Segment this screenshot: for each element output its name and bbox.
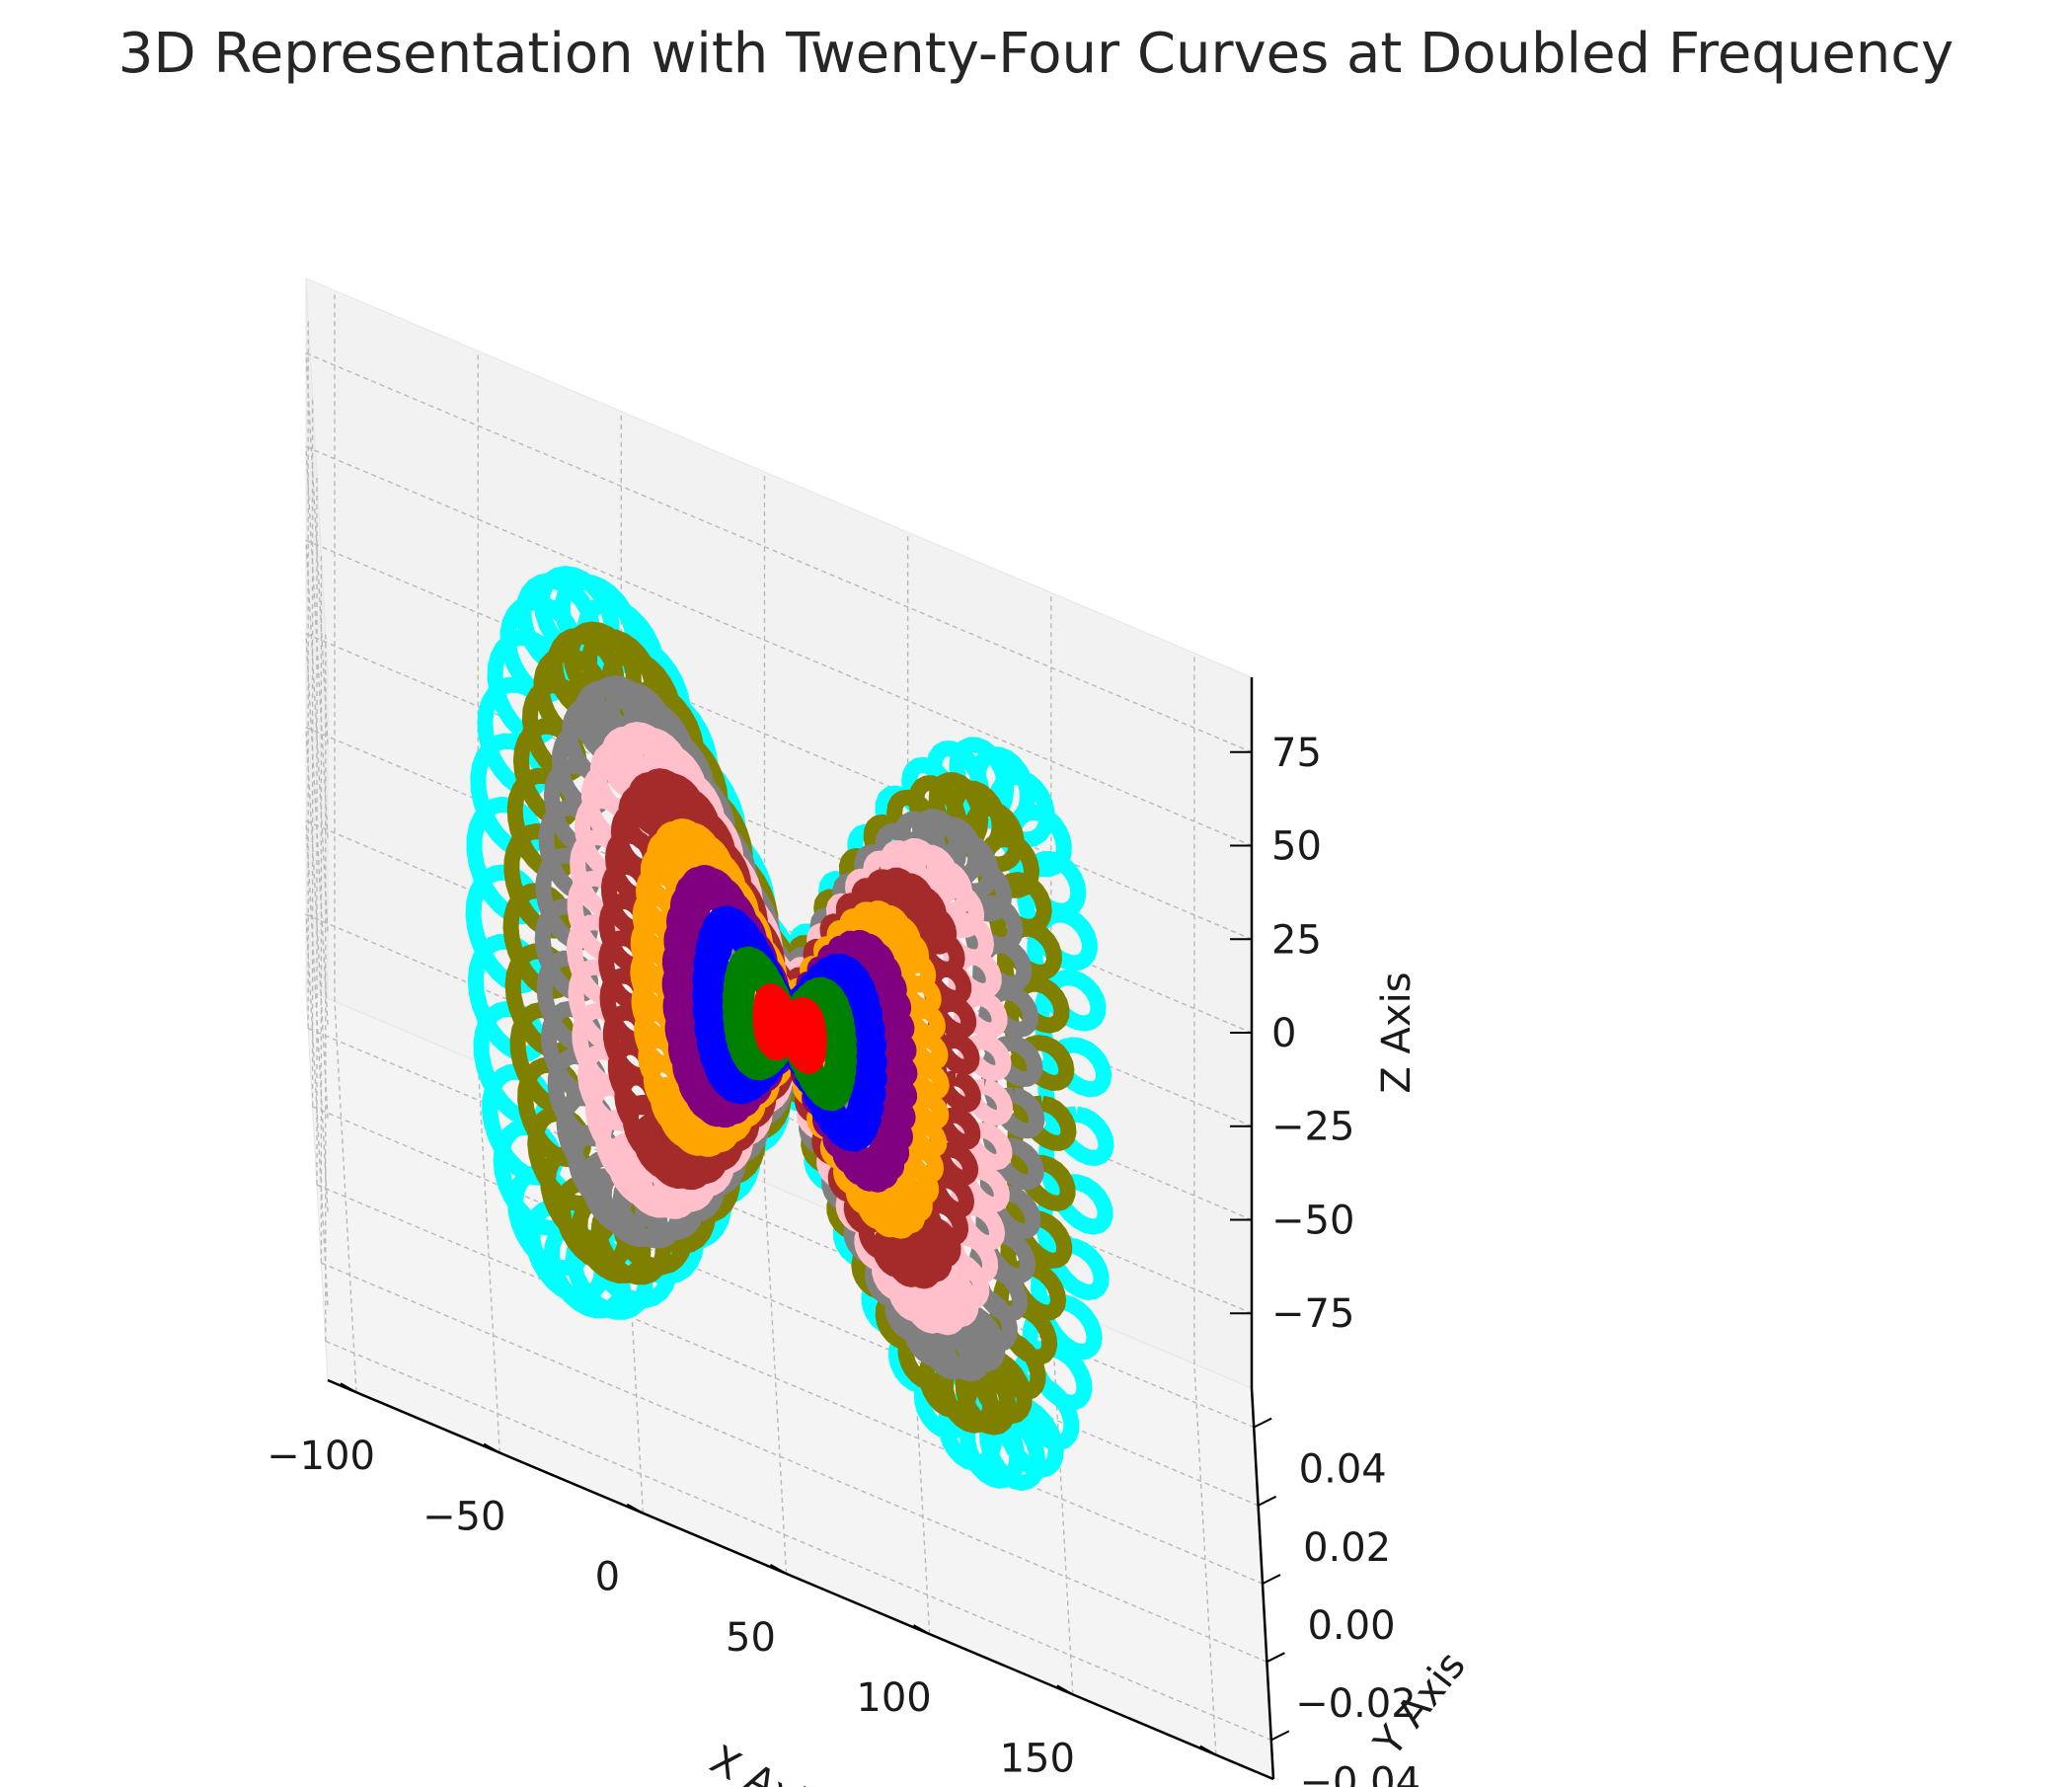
- z-gridline: [305, 352, 329, 744]
- x-tick-label: −100: [267, 1434, 375, 1479]
- z-gridline: [305, 446, 329, 838]
- z-gridline: [305, 913, 1253, 1314]
- z-gridline: [305, 633, 1253, 1034]
- x-tick: [1056, 1684, 1074, 1696]
- z-tick-label: 75: [1271, 731, 1322, 776]
- x-tick: [770, 1564, 787, 1575]
- x-tick-label: 50: [726, 1615, 776, 1661]
- series-curve-9: [752, 983, 827, 1074]
- x-axis-label: X Axis: [703, 1737, 831, 1787]
- y-gridline: [325, 1340, 1272, 1742]
- y-tick: [1258, 1495, 1277, 1507]
- y-tick: [1253, 1417, 1272, 1429]
- y-gridline: [307, 1027, 1255, 1429]
- y-tick-label: 0.04: [1299, 1447, 1387, 1493]
- z-gridline: [305, 445, 1253, 847]
- chart-title: 3D Representation with Twenty-Four Curve…: [117, 22, 1955, 86]
- z-tick-label: 25: [1271, 917, 1322, 963]
- z-tick-label: −50: [1271, 1199, 1354, 1244]
- y-tick: [1270, 1730, 1290, 1742]
- y-tick-label: 0.02: [1303, 1525, 1391, 1571]
- x-tick: [626, 1503, 644, 1515]
- x-tick-label: −50: [422, 1495, 505, 1540]
- z-gridline: [305, 633, 329, 1026]
- z-gridline: [305, 539, 1253, 940]
- y-gridline: [321, 1262, 1267, 1663]
- z-gridline: [305, 820, 329, 1212]
- y-gridline: [316, 1184, 1264, 1585]
- x-tick: [1199, 1745, 1217, 1756]
- z-tick-label: −25: [1271, 1105, 1354, 1150]
- x-tick-label: 100: [856, 1675, 931, 1721]
- y-tick: [1266, 1652, 1285, 1664]
- y-gridline: [312, 1106, 1259, 1507]
- y-tick-label: 0.00: [1307, 1603, 1395, 1649]
- z-gridline: [305, 352, 1253, 753]
- x-tick: [913, 1624, 931, 1635]
- z-tick-label: 0: [1271, 1011, 1296, 1056]
- z-gridline: [305, 727, 329, 1119]
- z-axis-label: Z Axis: [1374, 971, 1420, 1093]
- z-tick-label: −75: [1271, 1291, 1354, 1337]
- z-gridline: [305, 914, 329, 1306]
- y-tick-label: −0.04: [1300, 1759, 1421, 1787]
- z-gridline: [305, 540, 329, 932]
- x-tick-label: 0: [595, 1555, 620, 1600]
- x-tick: [340, 1382, 357, 1394]
- z-tick-label: 50: [1271, 824, 1322, 870]
- x-tick-label: 150: [1000, 1736, 1075, 1781]
- y-tick-label: −0.02: [1295, 1681, 1417, 1727]
- series-curve-8: [722, 946, 858, 1112]
- x-tick: [483, 1442, 500, 1454]
- x-axis-line: [327, 1378, 1274, 1781]
- y-tick: [1262, 1574, 1281, 1585]
